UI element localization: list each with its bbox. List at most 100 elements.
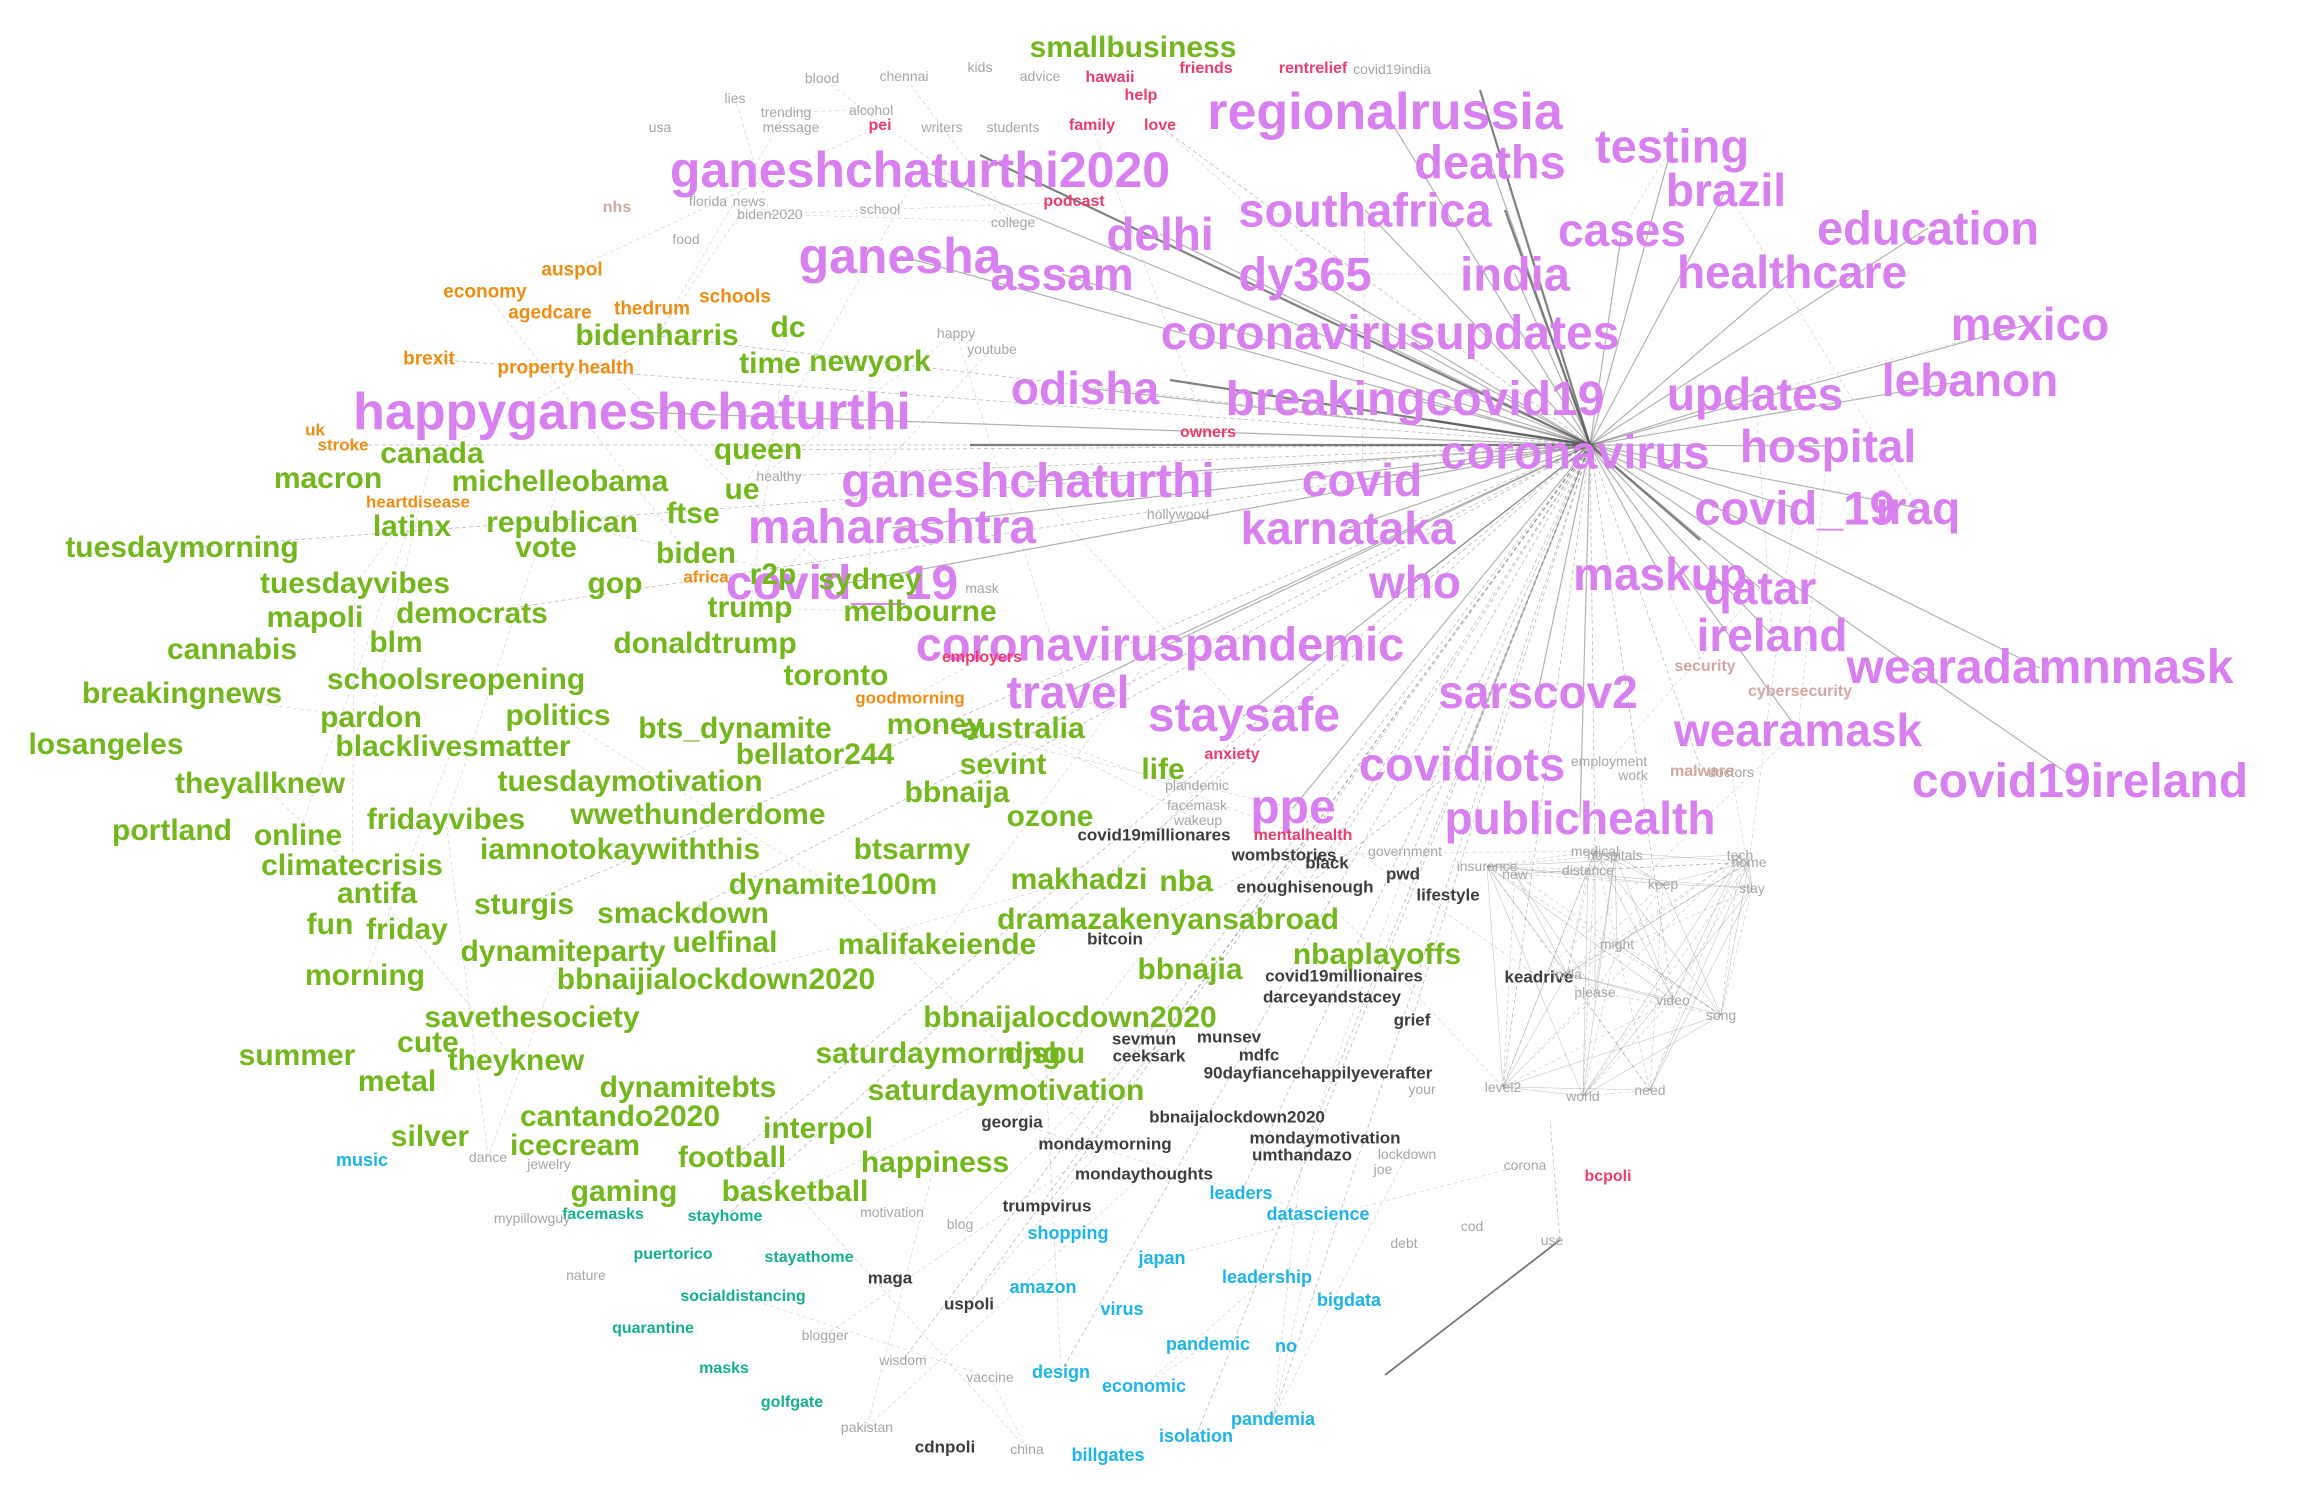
hashtag-node-purple: updates [1666, 368, 1844, 420]
hashtag-node-gray: your [1408, 1081, 1436, 1097]
network-edge [561, 522, 843, 585]
hashtag-node-gray: lockdown [1377, 1146, 1437, 1162]
network-edge [1582, 854, 1616, 1097]
hashtag-node-gray: hospitals [1587, 847, 1643, 863]
hashtag-node-green: democrats [396, 597, 548, 630]
network-edge [979, 154, 1591, 446]
hashtag-node-green: iamnotokaywiththis [479, 833, 761, 866]
network-edge [1022, 643, 1161, 730]
network-edge [1594, 850, 1664, 885]
hashtag-node-green: dramazakenyansabroad [997, 903, 1339, 936]
network-edge [1594, 883, 1664, 993]
network-edge [1011, 919, 1169, 1123]
network-edge [1582, 854, 1741, 1097]
hashtag-node-teal: socialdistancing [680, 1288, 806, 1305]
hashtag-node-cyan: isolation [1158, 1426, 1234, 1446]
network-edge [1384, 1239, 1561, 1376]
hashtag-node-orange: property [497, 357, 575, 379]
network-edge [1589, 444, 1701, 541]
hashtag-node-purple: who [1369, 556, 1461, 608]
hashtag-node-green: trump [707, 591, 793, 624]
hashtag-node-teal: facemasks [562, 1206, 644, 1223]
hashtag-node-orange: stroke [317, 435, 369, 455]
network-edge [1589, 444, 1596, 852]
network-edge [1662, 883, 1753, 889]
network-edge [1672, 854, 1741, 1001]
network-edge [445, 819, 489, 1158]
network-edge [1589, 444, 1829, 447]
network-edge [1514, 873, 1664, 885]
hashtag-node-gray: use [1540, 1232, 1564, 1248]
network-edge [1272, 1153, 1408, 1420]
network-edge [1582, 869, 1589, 1097]
network-edge [821, 77, 1014, 223]
hashtag-node-green: mapoli [266, 601, 364, 634]
hashtag-node-dark: sevmun [1111, 1029, 1177, 1049]
hashtag-node-gray: government [1368, 843, 1442, 859]
network-edge [1502, 1014, 1722, 1088]
hashtag-node-purple: hospital [1739, 420, 1917, 472]
hashtag-node-dark: munsev [1196, 1027, 1262, 1047]
network-edge [1153, 754, 1233, 836]
hashtag-node-gray: world [1566, 1088, 1600, 1104]
hashtag-node-gray: might [1599, 936, 1635, 952]
hashtag-node-gray: cod [1460, 1218, 1484, 1234]
hashtag-node-green: metal [357, 1065, 437, 1098]
network-edge [351, 583, 356, 867]
network-edge [968, 444, 1591, 1305]
hashtag-node-pink: owners [1179, 424, 1237, 441]
hashtag-node-gray: nature [566, 1267, 606, 1283]
hashtag-node-pink: family [1068, 117, 1116, 134]
hashtag-node-orange: agedcare [508, 302, 592, 324]
hashtag-node-cyan: billgates [1071, 1445, 1145, 1465]
network-edge [919, 169, 1591, 446]
hashtag-node-dark: mondaymorning [1038, 1134, 1172, 1154]
network-edge [1502, 850, 1596, 1088]
hashtag-node-pink: mentalhealth [1253, 827, 1353, 844]
hashtag-node-green: michelleobama [451, 465, 669, 498]
hashtag-node-green: tuesdayvibes [259, 567, 451, 600]
hashtag-node-green: interpol [763, 1112, 873, 1145]
network-edge [1594, 850, 1616, 856]
network-edge [1514, 873, 1596, 993]
hashtag-node-gray: usa [648, 119, 672, 135]
network-edge [1384, 111, 1591, 446]
hashtag-node-purple: qatar [1703, 562, 1817, 614]
hashtag-node-teal: stayhome [687, 1208, 763, 1225]
hashtag-node-green: online [253, 819, 343, 852]
network-edge [1389, 333, 1591, 446]
network-edge [1649, 861, 1750, 1091]
hashtag-node-dark: ceeksark [1112, 1046, 1186, 1066]
network-edge [1614, 854, 1674, 1001]
hashtag-node-green: blacklivesmatter [335, 730, 571, 763]
hashtag-node-gray: pakistan [840, 1419, 894, 1435]
hashtag-node-gray: lies [724, 90, 746, 106]
hashtag-node-gray: mypillowguy [493, 1210, 571, 1226]
network-edge [959, 1038, 1145, 1225]
network-edge [1589, 393, 1756, 446]
network-edge [1566, 883, 1664, 975]
hashtag-node-green: btsarmy [853, 833, 971, 866]
hashtag-node-purple: cases [1558, 204, 1686, 256]
network-edge [741, 169, 921, 491]
network-edge [1486, 865, 1753, 889]
hashtag-node-cyan: shopping [1027, 1223, 1109, 1243]
network-edge [1662, 861, 1750, 885]
hashtag-node-green: bbnaijialockdown2020 [556, 963, 876, 996]
hashtag-node-gray: happy [936, 325, 976, 341]
hashtag-node-green: climatecrisis [261, 849, 443, 882]
network-edge [866, 1162, 936, 1428]
network-edge [1502, 973, 1568, 1088]
network-edge [1159, 125, 1591, 446]
hashtag-node-gray: food [672, 231, 700, 247]
hashtag-node-green: bellator244 [735, 738, 895, 771]
network-edge [1537, 444, 1591, 693]
network-edge [1589, 444, 1799, 731]
network-edge [656, 111, 787, 337]
network-edge [1304, 763, 1463, 888]
hashtag-node-purple: mexico [1950, 298, 2110, 350]
hashtag-node-purple: ireland [1696, 609, 1848, 661]
hashtag-node-purple: breakingcovid19 [1225, 373, 1605, 426]
network-edge [769, 201, 1075, 215]
